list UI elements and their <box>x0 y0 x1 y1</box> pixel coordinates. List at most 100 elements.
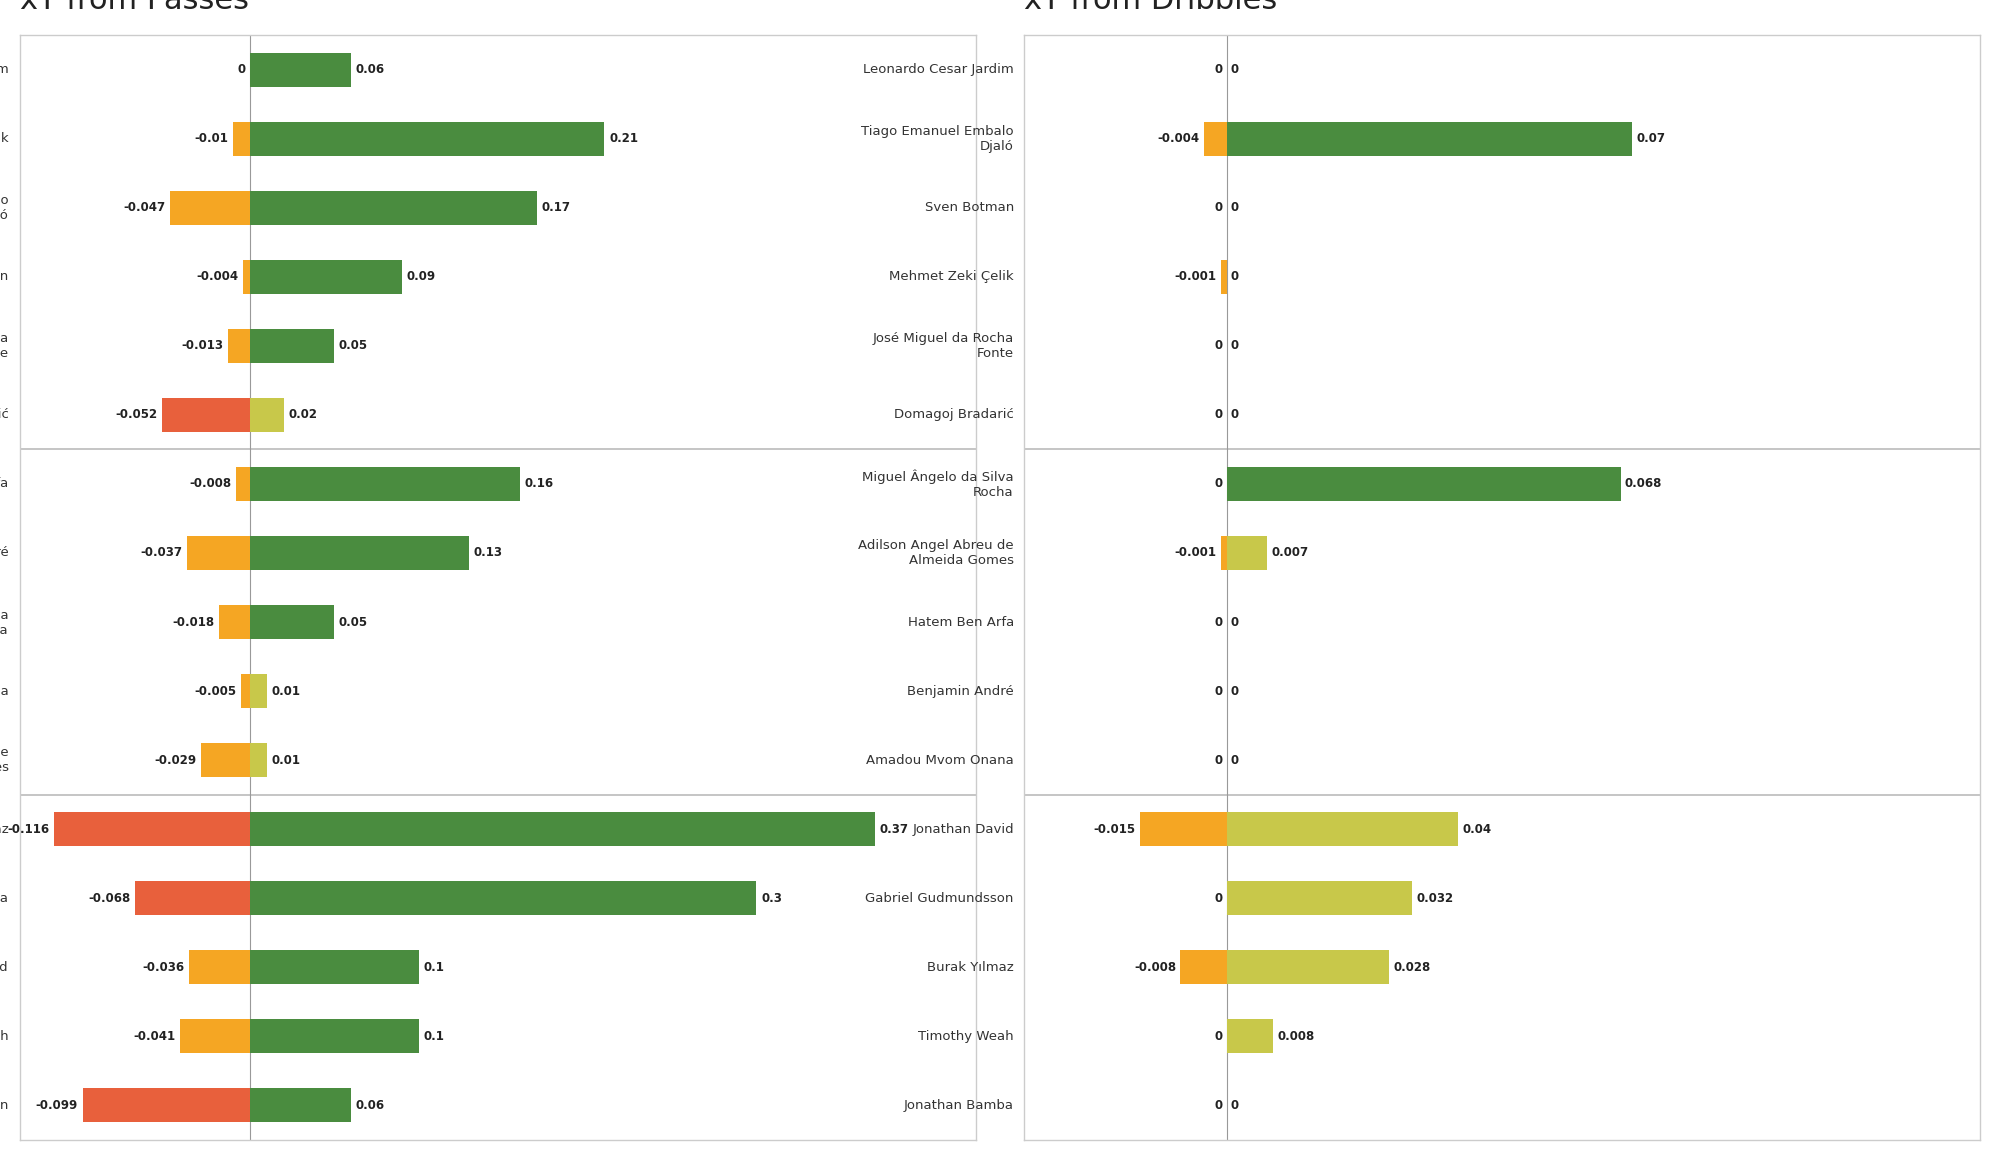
Text: Burak Yılmaz: Burak Yılmaz <box>0 822 8 835</box>
Text: Benjamin André: Benjamin André <box>908 685 1014 698</box>
Text: -0.013: -0.013 <box>182 340 224 352</box>
Text: -0.004: -0.004 <box>196 270 238 283</box>
Bar <box>250 260 402 294</box>
Bar <box>180 1019 250 1054</box>
Text: Amadou Mvom Onana: Amadou Mvom Onana <box>866 753 1014 766</box>
Bar <box>1180 949 1226 985</box>
Text: xT from Dribbles: xT from Dribbles <box>1024 0 1278 14</box>
Text: 0: 0 <box>1214 63 1222 76</box>
Text: 0.13: 0.13 <box>474 546 502 559</box>
Text: 0: 0 <box>1214 753 1222 766</box>
Text: 0: 0 <box>1214 616 1222 629</box>
Text: 0.06: 0.06 <box>356 1099 384 1112</box>
Text: 0.3: 0.3 <box>762 892 782 905</box>
Text: -0.099: -0.099 <box>36 1099 78 1112</box>
Text: 0.04: 0.04 <box>1462 822 1492 835</box>
Text: José Miguel da Rocha
Fonte: José Miguel da Rocha Fonte <box>0 331 8 360</box>
Text: Sven Botman: Sven Botman <box>0 270 8 283</box>
Text: Jonathan Bamba: Jonathan Bamba <box>904 1099 1014 1112</box>
Text: Miguel Ângelo da Silva
Rocha: Miguel Ângelo da Silva Rocha <box>0 607 8 637</box>
Bar <box>82 1088 250 1122</box>
Bar <box>236 466 250 502</box>
Text: Mehmet Zeki Çelik: Mehmet Zeki Çelik <box>0 133 8 146</box>
Text: José Miguel da Rocha
Fonte: José Miguel da Rocha Fonte <box>872 331 1014 360</box>
Text: -0.116: -0.116 <box>8 822 50 835</box>
Text: 0.01: 0.01 <box>272 685 300 698</box>
Bar <box>232 121 250 156</box>
Bar <box>134 881 250 915</box>
Text: Amadou Mvom Onana: Amadou Mvom Onana <box>0 685 8 698</box>
Text: -0.001: -0.001 <box>1174 270 1216 283</box>
Text: -0.029: -0.029 <box>154 753 196 766</box>
Text: -0.018: -0.018 <box>172 616 214 629</box>
Text: Adilson Angel Abreu de
Almeida Gomes: Adilson Angel Abreu de Almeida Gomes <box>858 539 1014 568</box>
Text: 0.05: 0.05 <box>338 340 368 352</box>
Text: Hatem Ben Arfa: Hatem Ben Arfa <box>0 477 8 490</box>
Bar <box>1226 949 1388 985</box>
Text: Gabriel Gudmundsson: Gabriel Gudmundsson <box>866 892 1014 905</box>
Text: -0.008: -0.008 <box>190 477 232 490</box>
Text: -0.052: -0.052 <box>116 409 158 422</box>
Bar <box>200 743 250 778</box>
Text: 0: 0 <box>1214 1029 1222 1042</box>
Bar <box>250 536 470 570</box>
Text: Jonathan David: Jonathan David <box>0 961 8 974</box>
Text: -0.015: -0.015 <box>1094 822 1136 835</box>
Text: 0.06: 0.06 <box>356 63 384 76</box>
Bar <box>162 397 250 432</box>
Text: -0.004: -0.004 <box>1158 133 1200 146</box>
Text: -0.037: -0.037 <box>140 546 182 559</box>
Text: -0.005: -0.005 <box>194 685 236 698</box>
Bar <box>1226 121 1632 156</box>
Text: 0.37: 0.37 <box>880 822 908 835</box>
Text: 0.05: 0.05 <box>338 616 368 629</box>
Text: 0.1: 0.1 <box>424 961 444 974</box>
Text: 0.068: 0.068 <box>1624 477 1662 490</box>
Bar <box>54 812 250 846</box>
Text: Jonathan Bamba: Jonathan Bamba <box>0 892 8 905</box>
Text: 0: 0 <box>1214 340 1222 352</box>
Bar <box>250 673 266 709</box>
Bar <box>250 1088 352 1122</box>
Text: Sven Botman: Sven Botman <box>924 201 1014 214</box>
Text: 0: 0 <box>1230 1099 1238 1112</box>
Text: 0: 0 <box>1230 685 1238 698</box>
Bar <box>250 743 266 778</box>
Text: Timothy Weah: Timothy Weah <box>918 1029 1014 1042</box>
Bar <box>1226 812 1458 846</box>
Bar <box>1226 881 1412 915</box>
Text: 0: 0 <box>1230 753 1238 766</box>
Text: -0.001: -0.001 <box>1174 546 1216 559</box>
Text: -0.01: -0.01 <box>194 133 228 146</box>
Text: Leonardo Cesar Jardim: Leonardo Cesar Jardim <box>0 63 8 76</box>
Text: Tiago Emanuel Embalo
Djaló: Tiago Emanuel Embalo Djaló <box>0 194 8 222</box>
Text: Jonathan David: Jonathan David <box>912 822 1014 835</box>
Text: 0: 0 <box>1230 270 1238 283</box>
Bar <box>242 260 250 294</box>
Text: Leonardo Cesar Jardim: Leonardo Cesar Jardim <box>864 63 1014 76</box>
Bar <box>250 466 520 502</box>
Bar <box>250 881 756 915</box>
Text: 0: 0 <box>1230 201 1238 214</box>
Text: Domagoj Bradarić: Domagoj Bradarić <box>0 409 8 422</box>
Bar <box>170 190 250 226</box>
Text: 0.16: 0.16 <box>524 477 554 490</box>
Text: Mehmet Zeki Çelik: Mehmet Zeki Çelik <box>890 270 1014 283</box>
Bar <box>1220 260 1226 294</box>
Text: -0.068: -0.068 <box>88 892 130 905</box>
Text: Benjamin André: Benjamin André <box>0 546 8 559</box>
Text: Hatem Ben Arfa: Hatem Ben Arfa <box>908 616 1014 629</box>
Text: -0.036: -0.036 <box>142 961 184 974</box>
Text: 0: 0 <box>1214 1099 1222 1112</box>
Bar <box>250 949 418 985</box>
Text: Timothy Weah: Timothy Weah <box>0 1029 8 1042</box>
Text: -0.047: -0.047 <box>124 201 166 214</box>
Bar <box>250 53 352 87</box>
Text: 0: 0 <box>1214 685 1222 698</box>
Bar <box>250 329 334 363</box>
Bar <box>250 605 334 639</box>
Text: 0.01: 0.01 <box>272 753 300 766</box>
Text: Tiago Emanuel Embalo
Djaló: Tiago Emanuel Embalo Djaló <box>862 125 1014 153</box>
Text: 0: 0 <box>1230 616 1238 629</box>
Bar <box>188 536 250 570</box>
